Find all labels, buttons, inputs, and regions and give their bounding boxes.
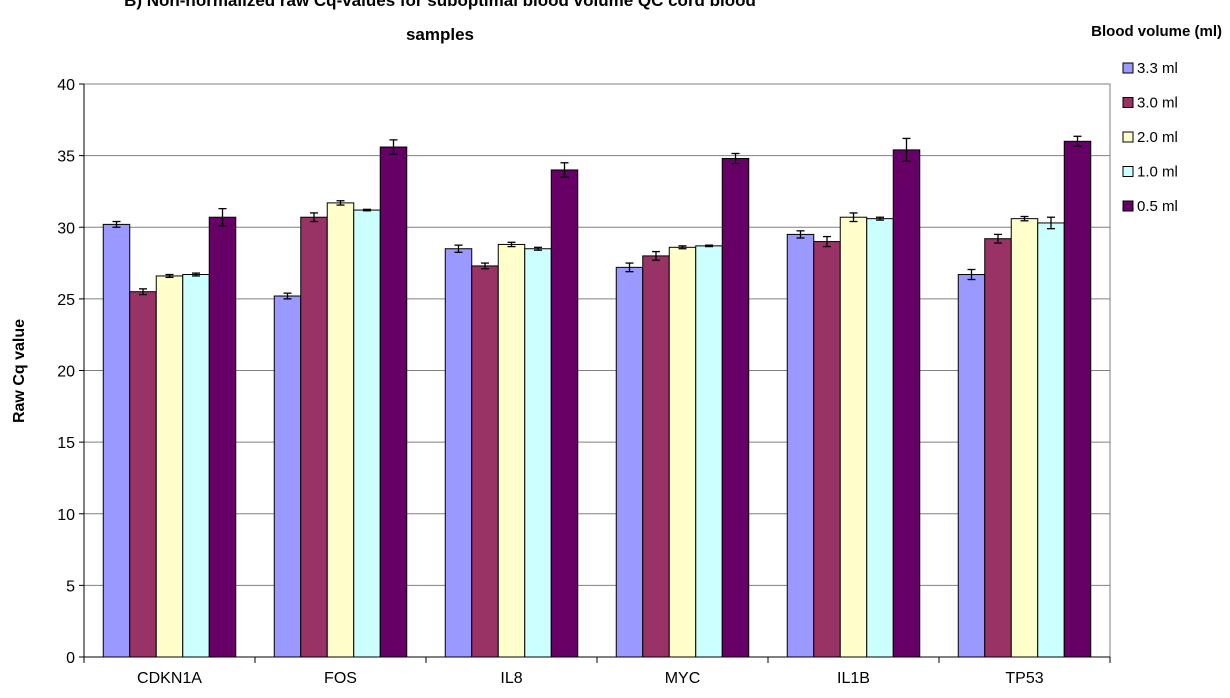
bar [668,246,697,658]
x-tick-label: FOS [324,670,357,687]
bar [129,291,157,658]
bar [208,216,237,658]
chart-title-line-2: samples [406,25,474,44]
legend-swatch [1122,166,1134,177]
y-tick-label: 25 [57,292,75,309]
x-tick-label: CDKN1A [137,670,202,687]
legend-title: Blood volume (ml) [1091,23,1222,40]
bar [182,274,210,658]
legend-swatch [1122,62,1134,74]
bar [326,202,355,658]
legend-entry-label: 3.0 ml [1137,95,1178,112]
legend-swatch [1122,97,1134,108]
bar [497,243,526,658]
y-tick-label: 35 [57,149,75,166]
bar [444,248,473,658]
chart-title-line-1: B) Non-normalized raw Cq-values for subo… [124,0,756,10]
bar [102,223,131,658]
legend: 3.3 ml 3.0 ml 2.0 ml 1.0 ml 0.5 ml [1122,60,1178,215]
plot-area: 0 5 10 15 20 25 30 35 40 CDKN1A FOS IL8 MYC IL1B TP53 [57,77,1111,687]
y-tick-label: 30 [57,220,75,237]
bar [957,274,986,658]
legend-entry-label: 1.0 ml [1137,164,1178,181]
bar [379,146,408,658]
bar [1037,222,1065,658]
bar [984,238,1012,658]
bar [721,157,750,658]
bar [353,209,381,658]
bar [1010,218,1039,658]
bar [695,245,723,658]
bar [300,216,328,658]
bar [786,233,815,658]
legend-swatch [1122,200,1134,212]
bar [1063,140,1092,658]
x-tick-label: TP53 [1005,670,1043,687]
bar [892,149,921,658]
bar [155,275,184,658]
legend-entry-label: 2.0 ml [1137,129,1178,146]
y-tick-label: 5 [66,578,75,595]
bar [642,255,670,658]
y-tick-label: 15 [57,435,75,452]
y-tick-label: 10 [57,507,75,524]
x-tick-label: IL1B [837,670,870,687]
y-tick-label: 20 [57,364,75,381]
y-axis-label: Raw Cq value [11,319,28,423]
bar [839,216,868,658]
bar [524,248,552,658]
x-tick-label: IL8 [500,670,522,687]
bar [813,241,841,658]
legend-entry-label: 0.5 ml [1137,198,1178,215]
bar [615,266,644,658]
bar [471,265,499,658]
x-tick-label: MYC [665,670,701,687]
bar [273,295,302,658]
y-tick-label: 0 [66,650,75,667]
y-tick-label: 40 [57,77,75,94]
bar [866,218,894,658]
bar [550,169,579,658]
legend-swatch [1122,131,1134,143]
legend-entry-label: 3.3 ml [1137,60,1178,77]
